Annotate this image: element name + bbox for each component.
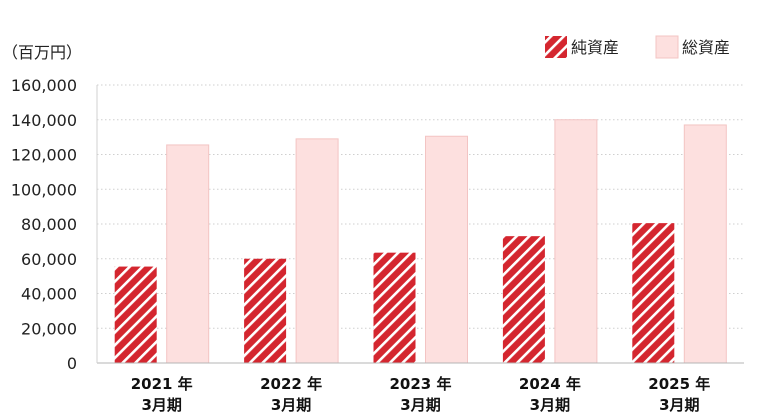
bar-net-assets <box>244 258 287 363</box>
x-tick-label: 3月期 <box>659 396 699 414</box>
x-tick-label: 2023 年 <box>390 375 452 393</box>
y-axis-ticks: 0 20,000 40,000 60,000 80,000 100,000 120,000 1… <box>11 76 77 373</box>
x-tick-label: 2025 年 <box>648 375 710 393</box>
x-tick-label: 3月期 <box>400 396 440 414</box>
bar-total-assets <box>683 124 727 364</box>
x-tick-label: 3月期 <box>271 396 311 414</box>
x-axis-labels: 2021 年 3月期 2022 年 3月期 2023 年 3月期 2024 年 3月期 2025… <box>131 375 711 414</box>
bar-net-assets <box>114 266 157 363</box>
chart-legend: 純資産 総資産 <box>545 35 730 59</box>
x-tick-label: 2024 年 <box>519 375 581 393</box>
legend-label-total-assets: 総資産 <box>682 38 730 57</box>
legend-label-net-assets: 純資産 <box>571 38 619 57</box>
y-tick-label: 60,000 <box>21 250 77 269</box>
legend-swatch-net-assets <box>545 36 567 58</box>
y-tick-label: 160,000 <box>11 76 77 95</box>
x-tick-label: 2022 年 <box>260 375 322 393</box>
x-tick-label: 3月期 <box>530 396 570 414</box>
bar-total-assets <box>554 119 598 364</box>
x-tick-label: 2021 年 <box>131 375 193 393</box>
bar-total-assets <box>166 144 210 364</box>
y-tick-label: 120,000 <box>11 146 77 165</box>
y-tick-label: 20,000 <box>21 319 77 338</box>
bar-net-assets <box>502 236 545 363</box>
legend-swatch-total-assets <box>655 35 679 59</box>
y-tick-label: 100,000 <box>11 180 77 199</box>
y-tick-label: 0 <box>67 354 77 373</box>
y-axis-unit-label: （百万円） <box>2 43 82 62</box>
bars <box>114 119 727 364</box>
bar-net-assets <box>632 223 675 363</box>
x-tick-label: 3月期 <box>141 396 181 414</box>
y-tick-label: 140,000 <box>11 111 77 130</box>
bar-net-assets <box>373 252 416 363</box>
y-tick-label: 40,000 <box>21 285 77 304</box>
bar-total-assets <box>295 138 339 364</box>
y-tick-label: 80,000 <box>21 215 77 234</box>
bar-total-assets <box>425 135 468 364</box>
